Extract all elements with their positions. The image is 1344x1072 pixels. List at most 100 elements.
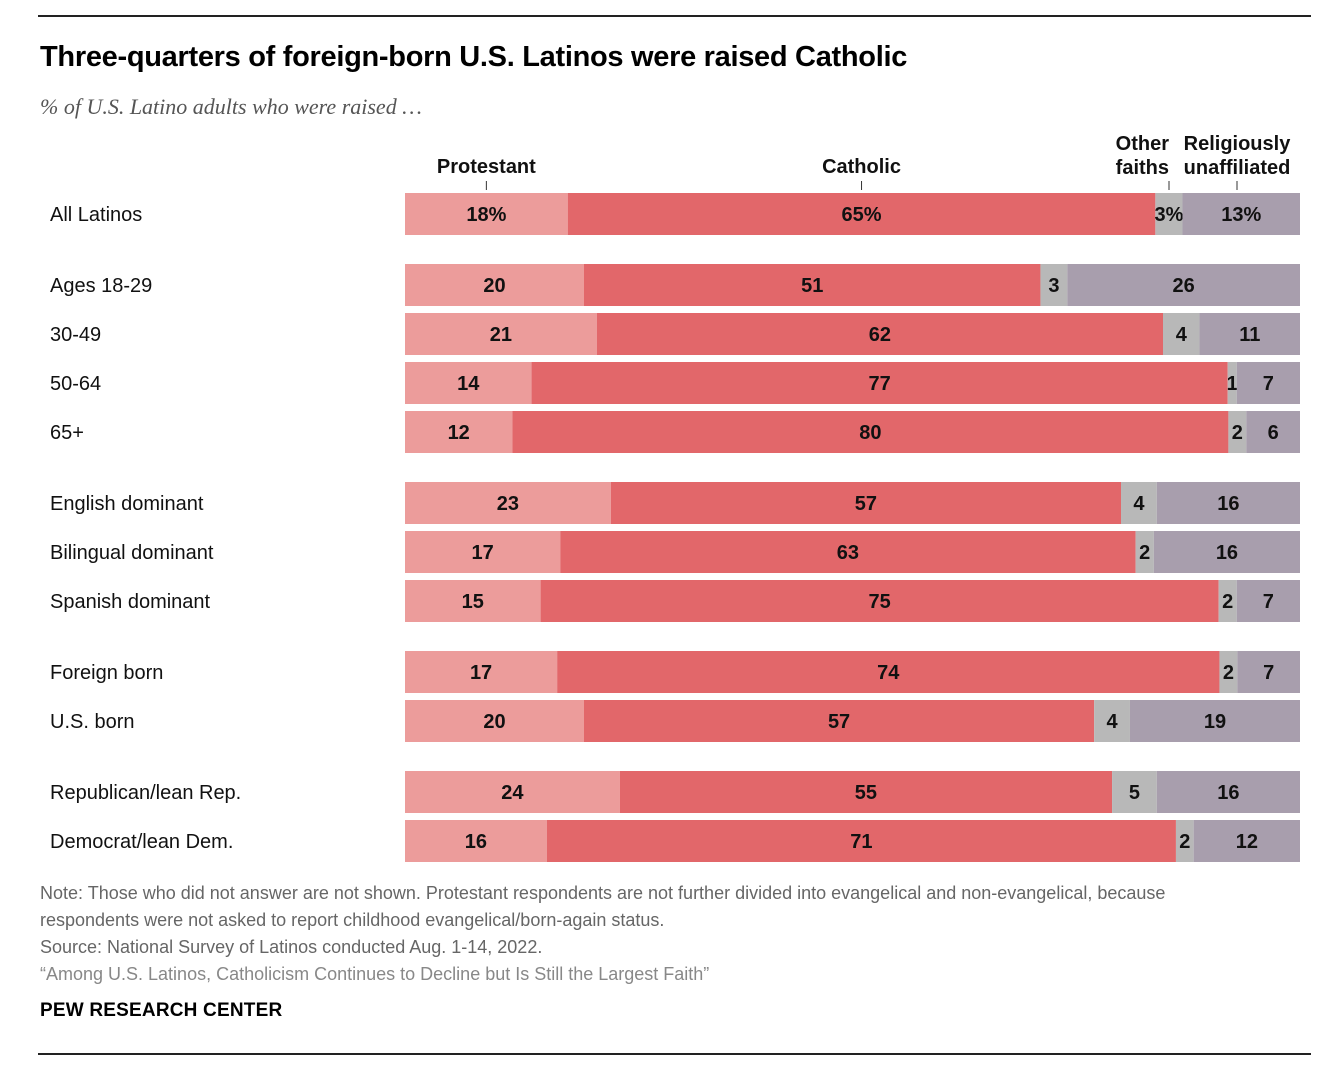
data-label-catholic-democrat-lean-dem: 71	[850, 831, 872, 853]
bar-segment-unaffiliated-bilingual-dominant	[1153, 531, 1300, 573]
bar-segment-protestant-u-s-born	[405, 700, 584, 742]
row-label-spanish-dominant: Spanish dominant	[50, 591, 211, 613]
data-label-protestant-republican-lean-rep: 24	[501, 782, 524, 804]
bar-segment-other-faiths-bilingual-dominant	[1135, 531, 1154, 573]
data-label-protestant-spanish-dominant: 15	[462, 591, 484, 613]
bar-segment-other-faiths-english-dominant	[1121, 482, 1157, 524]
bar-segment-protestant-english-dominant	[405, 482, 611, 524]
bar-segment-catholic-all-latinos	[567, 193, 1156, 235]
data-label-other-faiths-50-64: 1	[1227, 373, 1238, 395]
row-label-u-s-born: U.S. born	[50, 711, 134, 733]
data-label-protestant-50-64: 14	[457, 373, 480, 395]
bar-segment-unaffiliated-foreign-born	[1237, 651, 1300, 693]
data-label-protestant-english-dominant: 23	[497, 493, 519, 515]
data-label-protestant-30-49: 21	[490, 324, 512, 346]
bar-segment-protestant-republican-lean-rep	[405, 771, 620, 813]
legend-header-protestant: Protestant	[437, 156, 536, 178]
data-label-unaffiliated-democrat-lean-dem: 12	[1236, 831, 1258, 853]
data-label-unaffiliated-u-s-born: 19	[1204, 711, 1226, 733]
bar-segment-protestant-65	[405, 411, 513, 453]
data-label-protestant-bilingual-dominant: 17	[472, 542, 494, 564]
top-rule	[38, 15, 1311, 17]
data-label-catholic-all-latinos: 65%	[842, 204, 882, 226]
data-label-catholic-50-64: 77	[868, 373, 890, 395]
legend-header-unaffiliated: Religiously	[1184, 133, 1292, 155]
bar-segment-unaffiliated-democrat-lean-dem	[1193, 820, 1300, 862]
data-label-other-faiths-all-latinos: 3%	[1154, 204, 1183, 226]
bar-segment-other-faiths-all-latinos	[1155, 193, 1183, 235]
bar-segment-protestant-50-64	[405, 362, 532, 404]
bar-segment-catholic-ages-18-29	[584, 264, 1041, 306]
bar-segment-unaffiliated-english-dominant	[1156, 482, 1300, 524]
data-label-protestant-65: 12	[448, 422, 470, 444]
data-label-unaffiliated-ages-18-29: 26	[1173, 275, 1195, 297]
data-label-unaffiliated-republican-lean-rep: 16	[1217, 782, 1239, 804]
data-label-other-faiths-65: 2	[1232, 422, 1243, 444]
data-label-unaffiliated-50-64: 7	[1263, 373, 1274, 395]
legend-header-other-faiths: faiths	[1116, 157, 1169, 179]
legend-header-other-faiths: Other	[1116, 133, 1170, 155]
bar-segment-other-faiths-50-64	[1227, 362, 1237, 404]
bar-segment-catholic-spanish-dominant	[540, 580, 1219, 622]
source-text: Source: National Survey of Latinos condu…	[40, 937, 543, 957]
data-label-catholic-republican-lean-rep: 55	[855, 782, 877, 804]
data-label-unaffiliated-foreign-born: 7	[1263, 662, 1274, 684]
data-label-protestant-u-s-born: 20	[483, 711, 505, 733]
bar-segment-unaffiliated-spanish-dominant	[1236, 580, 1300, 622]
data-label-catholic-u-s-born: 57	[828, 711, 850, 733]
data-label-protestant-democrat-lean-dem: 16	[465, 831, 487, 853]
bar-segment-catholic-u-s-born	[584, 700, 1095, 742]
bar-segment-catholic-foreign-born	[557, 651, 1220, 693]
data-label-catholic-english-dominant: 57	[855, 493, 877, 515]
data-label-other-faiths-bilingual-dominant: 2	[1139, 542, 1150, 564]
chart-title: Three-quarters of foreign-born U.S. Lati…	[40, 41, 908, 73]
bar-segment-unaffiliated-50-64	[1236, 362, 1300, 404]
bar-segment-other-faiths-foreign-born	[1219, 651, 1238, 693]
row-label-bilingual-dominant: Bilingual dominant	[50, 542, 214, 564]
data-label-other-faiths-republican-lean-rep: 5	[1129, 782, 1140, 804]
data-label-protestant-all-latinos: 18%	[466, 204, 506, 226]
bar-segment-protestant-ages-18-29	[405, 264, 584, 306]
bar-segment-unaffiliated-ages-18-29	[1067, 264, 1300, 306]
bar-segment-protestant-spanish-dominant	[405, 580, 541, 622]
data-label-catholic-30-49: 62	[869, 324, 891, 346]
note-text: Note: Those who did not answer are not s…	[40, 883, 1166, 903]
data-label-other-faiths-english-dominant: 4	[1133, 493, 1145, 515]
data-label-other-faiths-democrat-lean-dem: 2	[1179, 831, 1190, 853]
bottom-rule	[38, 1053, 1311, 1055]
legend-header-unaffiliated: unaffiliated	[1184, 157, 1291, 179]
data-label-other-faiths-30-49: 4	[1176, 324, 1188, 346]
row-label-democrat-lean-dem: Democrat/lean Dem.	[50, 831, 233, 853]
row-label-english-dominant: English dominant	[50, 493, 204, 515]
bar-segment-catholic-50-64	[531, 362, 1228, 404]
data-label-unaffiliated-spanish-dominant: 7	[1263, 591, 1274, 613]
bar-segment-other-faiths-spanish-dominant	[1218, 580, 1237, 622]
bar-segment-catholic-30-49	[596, 313, 1164, 355]
bar-segment-other-faiths-65	[1228, 411, 1247, 453]
bar-segment-protestant-foreign-born	[405, 651, 558, 693]
bar-segment-other-faiths-republican-lean-rep	[1112, 771, 1157, 813]
legend-header-catholic: Catholic	[822, 156, 901, 178]
chart-subtitle: % of U.S. Latino adults who were raised …	[40, 94, 422, 119]
data-label-catholic-foreign-born: 74	[877, 662, 900, 684]
bar-segment-unaffiliated-all-latinos	[1182, 193, 1300, 235]
row-label-all-latinos: All Latinos	[50, 204, 142, 226]
bar-segment-catholic-english-dominant	[610, 482, 1121, 524]
data-label-other-faiths-ages-18-29: 3	[1048, 275, 1059, 297]
data-label-other-faiths-u-s-born: 4	[1106, 711, 1118, 733]
data-label-catholic-ages-18-29: 51	[801, 275, 823, 297]
bar-segment-catholic-65	[512, 411, 1229, 453]
row-label-republican-lean-rep: Republican/lean Rep.	[50, 782, 241, 804]
data-label-other-faiths-spanish-dominant: 2	[1222, 591, 1233, 613]
notes-block: Note: Those who did not answer are not s…	[40, 880, 1315, 988]
bar-segment-other-faiths-u-s-born	[1094, 700, 1130, 742]
data-label-other-faiths-foreign-born: 2	[1223, 662, 1234, 684]
row-label-65: 65+	[50, 422, 84, 444]
row-label-50-64: 50-64	[50, 373, 101, 395]
bar-segment-unaffiliated-republican-lean-rep	[1156, 771, 1300, 813]
bar-segment-protestant-democrat-lean-dem	[405, 820, 547, 862]
data-label-unaffiliated-65: 6	[1268, 422, 1279, 444]
report-title: “Among U.S. Latinos, Catholicism Continu…	[40, 964, 710, 984]
data-label-unaffiliated-all-latinos: 13%	[1221, 204, 1261, 226]
row-label-foreign-born: Foreign born	[50, 662, 163, 684]
